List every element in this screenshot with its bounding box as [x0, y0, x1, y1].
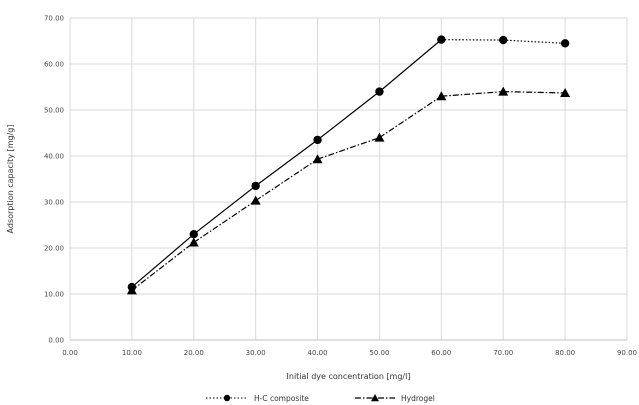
point-hc-composite: [251, 181, 260, 191]
legend-marker-circle: [223, 394, 231, 402]
point-hydrogel: [188, 237, 199, 247]
series-line-hc-composite: [503, 39, 566, 44]
tick-labels: 0.00 10.00 20.00 30.00 40.00 50.00 60.00 70.00 0…: [44, 15, 637, 358]
y-tick-label: 30.00: [44, 199, 64, 207]
point-hc-composite: [499, 35, 508, 45]
grid: [69, 17, 628, 341]
series-line-hydrogel: [131, 242, 195, 291]
x-tick-label: 40.00: [308, 349, 328, 357]
series-line-hydrogel: [441, 91, 504, 97]
y-tick-label: 70.00: [44, 15, 64, 23]
point-hydrogel: [498, 86, 509, 96]
x-tick-label: 90.00: [617, 349, 637, 357]
x-tick-label: 10.00: [122, 349, 142, 357]
legend: H-C composite Hydrogel: [206, 394, 435, 403]
series-line-hc-composite: [131, 233, 195, 288]
y-tick-label: 40.00: [44, 153, 64, 161]
point-hydrogel: [560, 87, 571, 97]
x-tick-label: 30.00: [246, 349, 266, 357]
series-line-hc-composite: [379, 39, 442, 93]
x-axis-title: Initial dye concentration [mg/l]: [287, 372, 411, 381]
point-hydrogel: [126, 285, 137, 295]
y-tick-label: 20.00: [44, 245, 64, 253]
y-axis-title: Adsorption capacity [mg/g]: [6, 125, 15, 234]
legend-label-hydrogel: Hydrogel: [401, 394, 435, 403]
y-tick-label: 60.00: [44, 61, 64, 69]
point-hydrogel: [250, 195, 261, 205]
x-tick-label: 20.00: [184, 349, 204, 357]
point-hydrogel: [374, 132, 385, 142]
series-line-hc-composite: [255, 139, 318, 187]
series-line-hydrogel: [255, 158, 318, 202]
x-tick-label: 80.00: [555, 349, 575, 357]
y-tick-label: 10.00: [44, 291, 64, 299]
series-line-hydrogel: [193, 200, 257, 243]
series-line-hydrogel: [379, 95, 442, 139]
legend-marker-triangle: [371, 394, 379, 402]
x-tick-label: 0.00: [62, 349, 78, 357]
series-line-hc-composite: [193, 185, 257, 235]
series-line-hydrogel: [503, 91, 566, 94]
x-tick-label: 60.00: [431, 349, 451, 357]
point-hydrogel: [312, 154, 323, 164]
y-tick-label: 50.00: [44, 107, 64, 115]
x-tick-label: 70.00: [493, 349, 513, 357]
legend-item-hydrogel: Hydrogel: [355, 394, 435, 403]
x-tick-label: 50.00: [369, 349, 389, 357]
series-line-hydrogel: [317, 137, 380, 160]
point-hc-composite: [375, 87, 384, 96]
point-hydrogel: [436, 91, 447, 101]
point-hc-composite: [437, 35, 446, 44]
point-hc-composite: [313, 135, 322, 145]
point-hc-composite: [189, 230, 198, 239]
legend-item-hc-composite: H-C composite: [206, 394, 309, 403]
legend-label-hc-composite: H-C composite: [254, 394, 309, 403]
y-tick-label: 0.00: [48, 337, 64, 345]
series-group: [126, 35, 571, 295]
point-hc-composite: [560, 39, 570, 48]
series-line-hc-composite: [317, 91, 380, 141]
